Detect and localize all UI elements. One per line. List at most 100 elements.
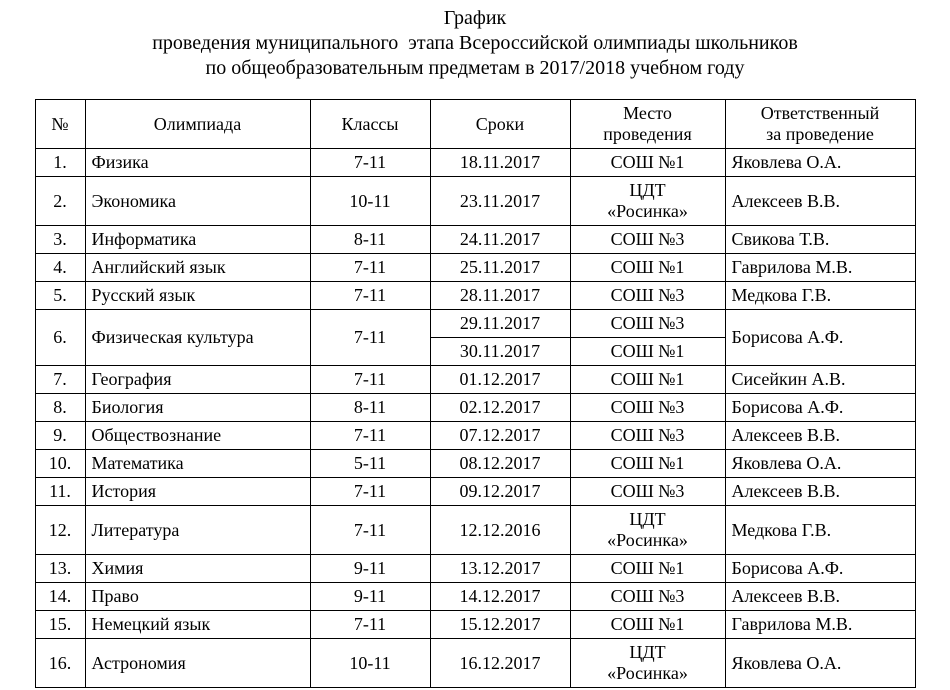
cell-place: СОШ №3: [570, 394, 725, 422]
cell-grades: 5-11: [310, 450, 430, 478]
table-header-row: № Олимпиада Классы Сроки Местопроведения…: [35, 100, 915, 149]
cell-responsible: Алексеев В.В.: [725, 583, 915, 611]
cell-place: СОШ №3: [570, 422, 725, 450]
cell-place: ЦДТ«Росинка»: [570, 177, 725, 226]
cell-number: 7.: [35, 366, 85, 394]
table-header: № Олимпиада Классы Сроки Местопроведения…: [35, 100, 915, 149]
cell-number: 8.: [35, 394, 85, 422]
cell-subject: Физика: [85, 149, 310, 177]
cell-responsible: Сисейкин А.В.: [725, 366, 915, 394]
cell-date: 08.12.2017: [430, 450, 570, 478]
cell-place: СОШ №3: [570, 478, 725, 506]
cell-place: СОШ №1: [570, 254, 725, 282]
cell-date: 29.11.2017: [430, 310, 570, 338]
cell-date: 14.12.2017: [430, 583, 570, 611]
table-body: 1.Физика7-1118.11.2017СОШ №1Яковлева О.А…: [35, 149, 915, 688]
cell-date: 28.11.2017: [430, 282, 570, 310]
cell-grades: 7-11: [310, 506, 430, 555]
cell-responsible: Алексеев В.В.: [725, 422, 915, 450]
cell-number: 9.: [35, 422, 85, 450]
col-dates: Сроки: [430, 100, 570, 149]
cell-responsible: Медкова Г.В.: [725, 506, 915, 555]
cell-grades: 7-11: [310, 611, 430, 639]
cell-number: 12.: [35, 506, 85, 555]
cell-subject: Английский язык: [85, 254, 310, 282]
cell-date: 23.11.2017: [430, 177, 570, 226]
cell-responsible: Алексеев В.В.: [725, 177, 915, 226]
cell-number: 16.: [35, 639, 85, 688]
cell-subject: Литература: [85, 506, 310, 555]
cell-grades: 7-11: [310, 310, 430, 366]
cell-place: СОШ №1: [570, 149, 725, 177]
col-responsible: Ответственныйза проведение: [725, 100, 915, 149]
cell-place: ЦДТ«Росинка»: [570, 506, 725, 555]
cell-subject: Математика: [85, 450, 310, 478]
cell-number: 11.: [35, 478, 85, 506]
cell-responsible: Гаврилова М.В.: [725, 611, 915, 639]
title-line-3: по общеобразовательным предметам в 2017/…: [0, 56, 950, 81]
table-row: 5.Русский язык7-1128.11.2017СОШ №3Медков…: [35, 282, 915, 310]
cell-grades: 7-11: [310, 422, 430, 450]
cell-place: СОШ №1: [570, 450, 725, 478]
cell-date: 13.12.2017: [430, 555, 570, 583]
cell-responsible: Яковлева О.А.: [725, 149, 915, 177]
table-row: 8.Биология8-1102.12.2017СОШ №3Борисова А…: [35, 394, 915, 422]
col-subject: Олимпиада: [85, 100, 310, 149]
schedule-table: № Олимпиада Классы Сроки Местопроведения…: [35, 99, 916, 688]
cell-number: 15.: [35, 611, 85, 639]
cell-number: 13.: [35, 555, 85, 583]
cell-grades: 9-11: [310, 583, 430, 611]
table-row: 14.Право9-1114.12.2017СОШ №3Алексеев В.В…: [35, 583, 915, 611]
table-row: 3.Информатика8-1124.11.2017СОШ №3Свикова…: [35, 226, 915, 254]
cell-date: 02.12.2017: [430, 394, 570, 422]
cell-grades: 7-11: [310, 149, 430, 177]
cell-grades: 10-11: [310, 177, 430, 226]
table-row: 11.История7-1109.12.2017СОШ №3Алексеев В…: [35, 478, 915, 506]
cell-date: 15.12.2017: [430, 611, 570, 639]
cell-place: СОШ №1: [570, 338, 725, 366]
table-row: 7.География7-1101.12.2017СОШ №1Сисейкин …: [35, 366, 915, 394]
cell-responsible: Гаврилова М.В.: [725, 254, 915, 282]
cell-grades: 8-11: [310, 394, 430, 422]
cell-grades: 7-11: [310, 282, 430, 310]
cell-subject: Астрономия: [85, 639, 310, 688]
cell-number: 1.: [35, 149, 85, 177]
cell-grades: 8-11: [310, 226, 430, 254]
cell-responsible: Алексеев В.В.: [725, 478, 915, 506]
cell-grades: 7-11: [310, 478, 430, 506]
cell-number: 5.: [35, 282, 85, 310]
cell-number: 3.: [35, 226, 85, 254]
table-row: 12.Литература7-1112.12.2016ЦДТ«Росинка»М…: [35, 506, 915, 555]
cell-responsible: Борисова А.Ф.: [725, 394, 915, 422]
table-row: 4.Английский язык7-1125.11.2017СОШ №1Гав…: [35, 254, 915, 282]
title-line-2: проведения муниципального этапа Всеросси…: [0, 31, 950, 56]
cell-number: 6.: [35, 310, 85, 366]
cell-responsible: Свикова Т.В.: [725, 226, 915, 254]
cell-number: 10.: [35, 450, 85, 478]
cell-responsible: Борисова А.Ф.: [725, 310, 915, 366]
document-title: График проведения муниципального этапа В…: [0, 6, 950, 81]
cell-place: СОШ №3: [570, 226, 725, 254]
cell-number: 14.: [35, 583, 85, 611]
cell-responsible: Борисова А.Ф.: [725, 555, 915, 583]
cell-subject: Биология: [85, 394, 310, 422]
cell-date: 07.12.2017: [430, 422, 570, 450]
cell-date: 01.12.2017: [430, 366, 570, 394]
cell-subject: Русский язык: [85, 282, 310, 310]
table-row: 6.Физическая культура7-1129.11.2017СОШ №…: [35, 310, 915, 338]
cell-subject: Немецкий язык: [85, 611, 310, 639]
cell-grades: 7-11: [310, 254, 430, 282]
title-line-1: График: [0, 6, 950, 31]
cell-subject: История: [85, 478, 310, 506]
table-row: 15.Немецкий язык7-1115.12.2017СОШ №1Гавр…: [35, 611, 915, 639]
col-number: №: [35, 100, 85, 149]
cell-date: 25.11.2017: [430, 254, 570, 282]
cell-number: 4.: [35, 254, 85, 282]
cell-subject: Информатика: [85, 226, 310, 254]
cell-place: СОШ №1: [570, 366, 725, 394]
cell-number: 2.: [35, 177, 85, 226]
table-row: 16.Астрономия10-1116.12.2017ЦДТ«Росинка»…: [35, 639, 915, 688]
cell-responsible: Медкова Г.В.: [725, 282, 915, 310]
cell-date: 30.11.2017: [430, 338, 570, 366]
cell-date: 16.12.2017: [430, 639, 570, 688]
